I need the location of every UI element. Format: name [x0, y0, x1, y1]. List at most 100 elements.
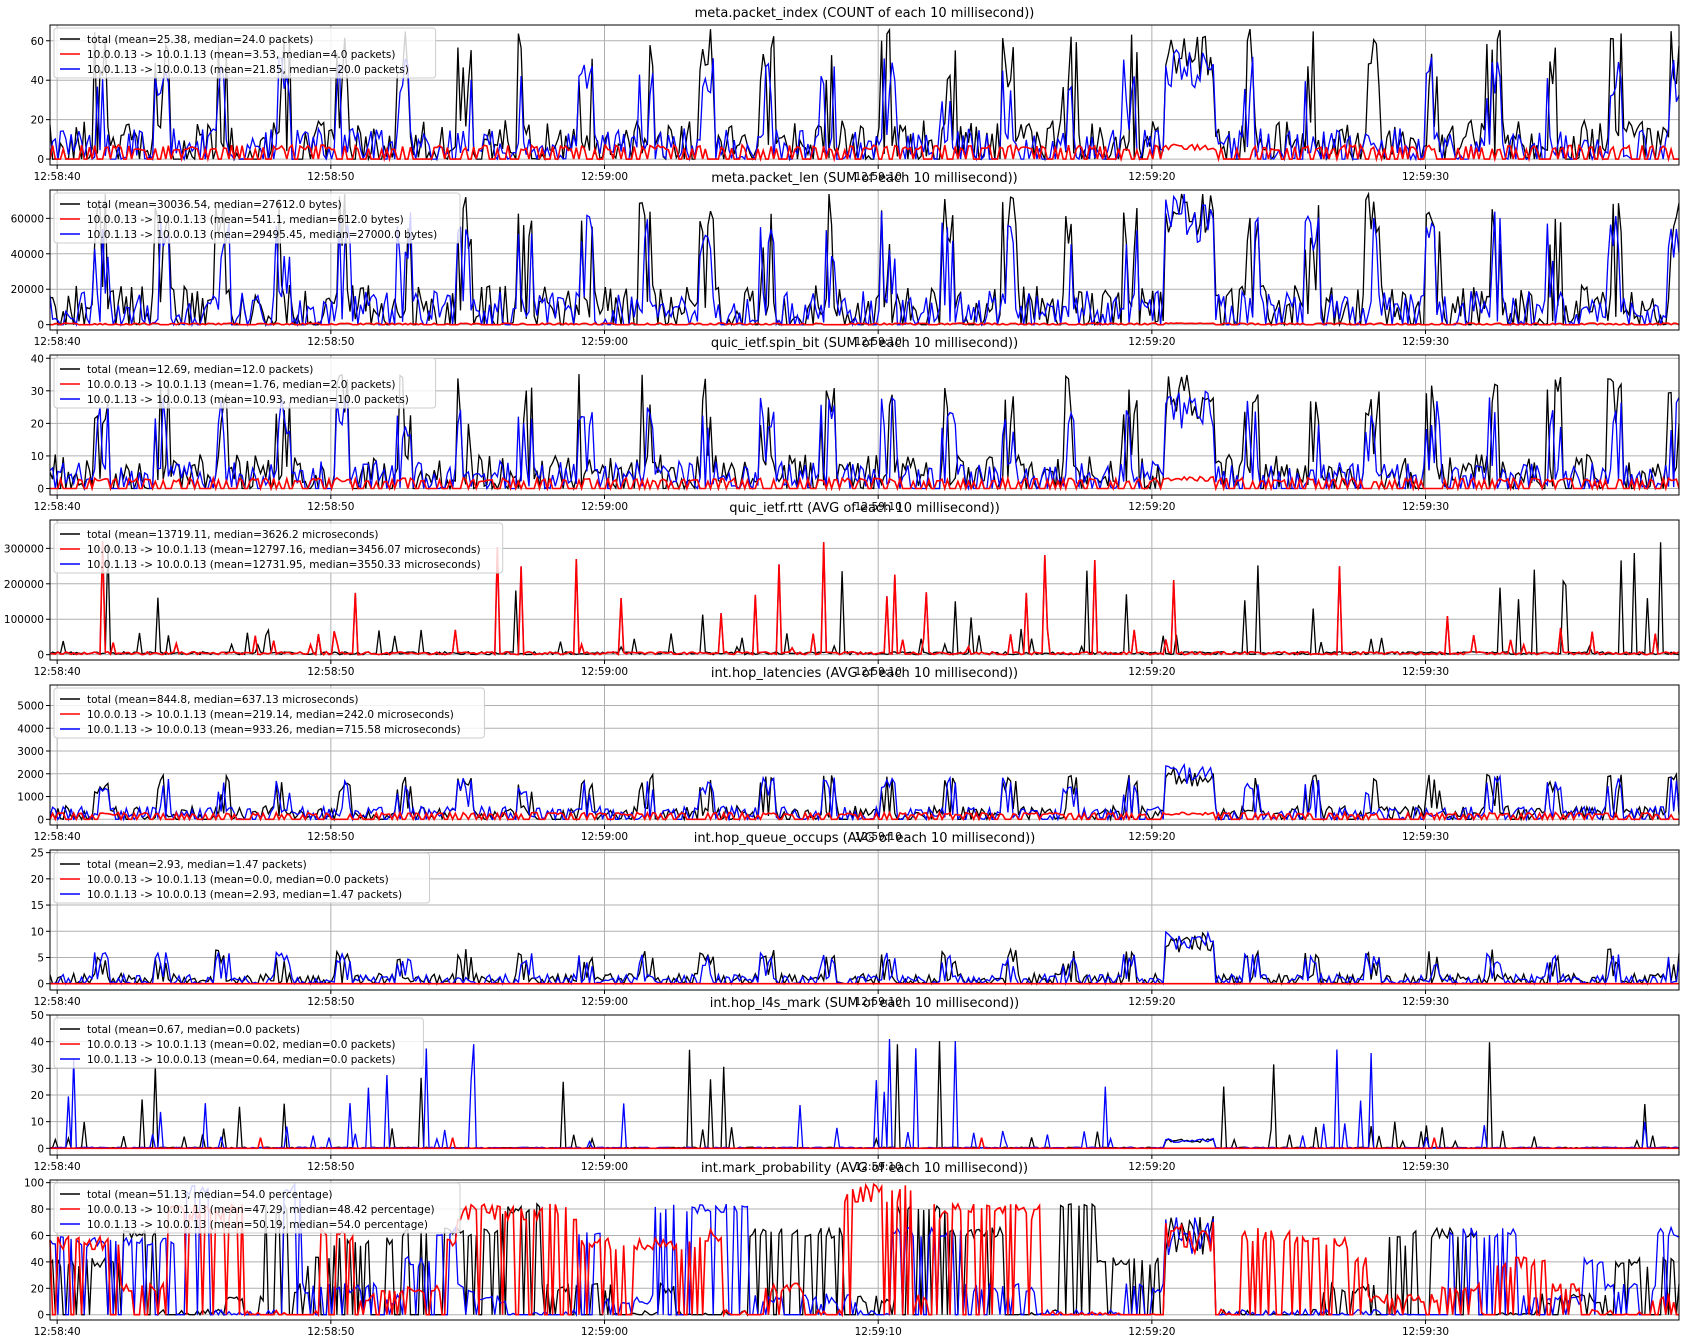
legend-entry: total (mean=30036.54, median=27612.0 byt… — [87, 199, 342, 211]
x-tick-label: 12:58:50 — [307, 666, 354, 678]
x-tick-label: 12:58:50 — [307, 1161, 354, 1173]
x-tick-label: 12:59:10 — [855, 501, 902, 513]
panel-title: quic_ietf.spin_bit (SUM of each 10 milli… — [711, 336, 1018, 351]
legend-entry: 10.0.1.13 -> 10.0.0.13 (mean=0.64, media… — [87, 1054, 395, 1066]
x-tick-label: 12:59:10 — [855, 171, 902, 183]
panel-3: quic_ietf.rtt (AVG of each 10 millisecon… — [4, 501, 1680, 678]
y-tick-label: 60 — [31, 36, 44, 48]
x-tick-label: 12:59:20 — [1128, 666, 1175, 678]
y-tick-label: 0 — [37, 1310, 44, 1322]
panel-title: int.hop_l4s_mark (SUM of each 10 millise… — [710, 996, 1019, 1011]
legend-entry: 10.0.0.13 -> 10.0.1.13 (mean=219.14, med… — [87, 709, 454, 721]
y-tick-label: 0 — [37, 979, 44, 991]
axes-frame — [49, 354, 1680, 496]
legend-entry: total (mean=844.8, median=637.13 microse… — [87, 694, 358, 706]
y-tick-label: 5 — [37, 952, 44, 964]
legend: total (mean=13719.11, median=3626.2 micr… — [53, 522, 504, 574]
y-tick-label: 30 — [31, 1063, 44, 1075]
x-tick-label: 12:59:20 — [1128, 831, 1175, 843]
series-line-b_to_a — [49, 390, 1680, 491]
x-tick-label: 12:59:00 — [581, 171, 628, 183]
series-line-a_to_b — [50, 475, 1680, 492]
x-tick-label: 12:59:20 — [1128, 336, 1175, 348]
series-line-a_to_b — [49, 541, 1680, 657]
x-tick-label: 12:59:20 — [1128, 171, 1175, 183]
x-tick-label: 12:58:40 — [34, 1326, 81, 1338]
x-tick-label: 12:59:00 — [581, 666, 628, 678]
y-tick-label: 0 — [37, 1143, 44, 1155]
y-tick-label: 0 — [37, 814, 44, 826]
legend: total (mean=30036.54, median=27612.0 byt… — [53, 192, 461, 244]
x-tick-label: 12:58:40 — [34, 501, 81, 513]
panel-7: int.mark_probability (AVG of each 10 mil… — [24, 1161, 1680, 1338]
y-tick-label: 20 — [31, 115, 44, 127]
x-tick-label: 12:59:30 — [1402, 1161, 1449, 1173]
y-tick-label: 40 — [31, 75, 44, 87]
panel-4: int.hop_latencies (AVG of each 10 millis… — [17, 666, 1680, 843]
x-tick-label: 12:59:00 — [581, 831, 628, 843]
x-tick-label: 12:59:10 — [855, 336, 902, 348]
legend-entry: 10.0.0.13 -> 10.0.1.13 (mean=1.76, media… — [87, 379, 395, 391]
y-tick-label: 20 — [31, 1283, 44, 1295]
panel-0: meta.packet_index (COUNT of each 10 mill… — [31, 6, 1680, 183]
y-tick-label: 50 — [31, 1010, 44, 1022]
legend-box — [53, 357, 437, 409]
legend-entry: 10.0.1.13 -> 10.0.0.13 (mean=10.93, medi… — [87, 394, 409, 406]
x-tick-label: 12:59:30 — [1402, 831, 1449, 843]
x-tick-label: 12:58:50 — [307, 171, 354, 183]
y-tick-label: 20 — [31, 1090, 44, 1102]
panel-2: quic_ietf.spin_bit (SUM of each 10 milli… — [31, 336, 1680, 513]
legend-box — [53, 852, 430, 904]
series-line-b_to_a — [49, 930, 1680, 986]
x-tick-label: 12:59:00 — [581, 996, 628, 1008]
series-line-a_to_b — [50, 322, 1680, 326]
y-tick-label: 20000 — [11, 284, 44, 296]
legend-entry: 10.0.1.13 -> 10.0.0.13 (mean=21.85, medi… — [87, 64, 409, 76]
x-tick-label: 12:59:00 — [581, 501, 628, 513]
y-tick-label: 0 — [37, 483, 44, 495]
legend-entry: total (mean=0.67, median=0.0 packets) — [87, 1024, 300, 1036]
legend-entry: 10.0.0.13 -> 10.0.1.13 (mean=47.29, medi… — [87, 1204, 435, 1216]
y-tick-label: 0 — [37, 650, 44, 662]
y-tick-label: 20 — [31, 418, 44, 430]
series-line-a_to_b — [49, 810, 1679, 822]
panel-5: int.hop_queue_occups (AVG of each 10 mil… — [31, 831, 1680, 1008]
panel-6: int.hop_l4s_mark (SUM of each 10 millise… — [31, 996, 1680, 1173]
x-tick-label: 12:58:50 — [307, 831, 354, 843]
y-tick-label: 20 — [31, 874, 44, 886]
y-tick-label: 10 — [31, 451, 44, 463]
x-tick-label: 12:59:10 — [855, 996, 902, 1008]
x-tick-label: 12:59:30 — [1402, 1326, 1449, 1338]
y-tick-label: 60000 — [11, 213, 44, 225]
x-tick-label: 12:58:50 — [307, 1326, 354, 1338]
legend-box — [53, 522, 504, 574]
y-tick-label: 300000 — [4, 543, 44, 555]
legend-entry: total (mean=2.93, median=1.47 packets) — [87, 859, 307, 871]
legend-entry: 10.0.1.13 -> 10.0.0.13 (mean=50.19, medi… — [87, 1219, 428, 1231]
x-tick-label: 12:59:30 — [1402, 501, 1449, 513]
x-tick-label: 12:58:40 — [34, 336, 81, 348]
y-tick-label: 3000 — [17, 746, 44, 758]
panel-title: meta.packet_index (COUNT of each 10 mill… — [695, 6, 1035, 21]
axes-frame — [49, 519, 1680, 661]
legend-entry: 10.0.1.13 -> 10.0.0.13 (mean=29495.45, m… — [87, 229, 437, 241]
legend-entry: 10.0.0.13 -> 10.0.1.13 (mean=541.1, medi… — [87, 214, 404, 226]
legend-entry: 10.0.0.13 -> 10.0.1.13 (mean=0.02, media… — [87, 1039, 395, 1051]
legend: total (mean=844.8, median=637.13 microse… — [53, 687, 485, 739]
axes-frame — [49, 189, 1680, 331]
x-tick-label: 12:58:40 — [34, 831, 81, 843]
x-tick-label: 12:59:00 — [581, 336, 628, 348]
axes-frame — [49, 24, 1680, 166]
x-tick-label: 12:59:00 — [581, 1326, 628, 1338]
x-tick-label: 12:59:30 — [1402, 996, 1449, 1008]
axes-frame — [49, 684, 1680, 826]
panel-title: int.mark_probability (AVG of each 10 mil… — [701, 1161, 1028, 1176]
legend-entry: 10.0.1.13 -> 10.0.0.13 (mean=12731.95, m… — [87, 559, 481, 571]
y-tick-label: 30 — [31, 386, 44, 398]
y-tick-label: 10 — [31, 1117, 44, 1129]
legend: total (mean=0.67, median=0.0 packets) 10.… — [53, 1017, 424, 1069]
legend-entry: total (mean=25.38, median=24.0 packets) — [87, 34, 313, 46]
legend-entry: total (mean=12.69, median=12.0 packets) — [87, 364, 313, 376]
legend-entry: 10.0.1.13 -> 10.0.0.13 (mean=933.26, med… — [87, 724, 461, 736]
